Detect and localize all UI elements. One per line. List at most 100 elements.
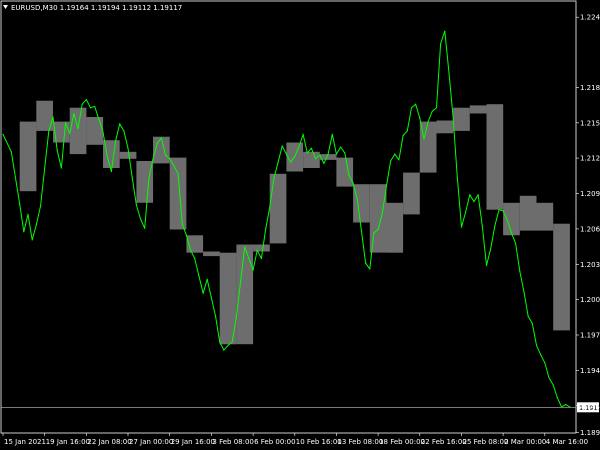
price-point <box>535 344 538 346</box>
price-point <box>94 105 96 108</box>
current-price-label-box <box>577 402 599 413</box>
y-tick-label: 1.21570 <box>580 119 600 127</box>
chart-header: EURUSD,M30 1.19164 1.19194 1.19112 1.191… <box>3 4 182 12</box>
price-series <box>2 30 571 408</box>
price-point <box>110 170 112 173</box>
range-box <box>269 173 287 244</box>
price-point <box>427 121 429 123</box>
y-tick-label: 1.18900 <box>580 429 600 437</box>
x-tick-label: 6 Feb 00:00 <box>254 438 295 446</box>
x-tick-label: 18 Feb 00:00 <box>379 438 425 446</box>
x-tick-label: 25 Feb 08:00 <box>463 438 509 446</box>
price-point <box>385 186 387 188</box>
price-point <box>565 404 567 406</box>
price-point <box>369 268 371 270</box>
price-point <box>81 103 83 105</box>
triangle-down-icon[interactable] <box>3 5 8 9</box>
price-point <box>494 225 496 227</box>
price-point <box>152 158 154 160</box>
price-point <box>352 182 354 184</box>
price-point <box>215 315 217 317</box>
price-point <box>265 228 267 231</box>
price-point <box>377 228 379 231</box>
x-tick-label: 3 Feb 08:00 <box>212 438 253 446</box>
price-point <box>169 158 171 160</box>
price-point <box>440 43 442 45</box>
y-tick-label: 1.19740 <box>580 332 600 340</box>
price-point <box>73 112 75 115</box>
x-tick-label: 22 Feb 16:00 <box>421 438 467 446</box>
price-point <box>2 133 4 135</box>
price-point <box>294 155 296 157</box>
symbol-ohlc-label: EURUSD,M30 1.19164 1.19194 1.19112 1.191… <box>11 4 182 12</box>
price-point <box>35 224 37 226</box>
range-box <box>519 195 537 231</box>
price-point <box>394 153 396 155</box>
price-point <box>102 131 104 133</box>
price-point <box>248 257 250 260</box>
y-tick-label: 1.20350 <box>580 261 600 269</box>
price-point <box>227 344 229 346</box>
x-tick-label: 29 Jan 16:00 <box>171 438 215 446</box>
price-point <box>469 194 471 196</box>
range-box <box>19 121 37 192</box>
price-point <box>390 160 392 162</box>
price-point <box>302 133 304 135</box>
price-point <box>531 322 533 324</box>
price-point <box>515 242 517 244</box>
x-tick-label: 27 Jan 00:00 <box>129 438 173 446</box>
price-point <box>260 257 262 260</box>
price-point <box>402 134 404 137</box>
price-point <box>89 107 92 109</box>
price-point <box>327 153 329 155</box>
price-point <box>31 239 33 241</box>
price-point <box>98 118 100 120</box>
price-point <box>423 138 425 140</box>
price-point <box>131 176 133 178</box>
price-point <box>481 225 483 227</box>
price-point <box>106 155 108 157</box>
price-point <box>156 143 158 145</box>
price-point <box>144 227 146 229</box>
price-point <box>315 158 317 160</box>
price-point <box>277 161 279 163</box>
price-point <box>39 205 42 207</box>
price-point <box>23 231 25 233</box>
price-point <box>360 230 362 232</box>
x-tick-label: 22 Jan 08:00 <box>87 438 131 446</box>
price-point <box>298 146 300 148</box>
price-point <box>306 152 308 154</box>
price-point <box>506 219 508 221</box>
price-point <box>435 107 438 109</box>
y-tick-label: 1.20045 <box>580 296 600 304</box>
price-point <box>544 362 546 364</box>
price-point <box>448 72 450 74</box>
range-box <box>419 121 437 173</box>
range-box <box>103 140 120 168</box>
price-point <box>19 203 21 205</box>
price-point <box>252 269 254 271</box>
x-tick-label: 4 Mar 16:00 <box>546 438 588 446</box>
price-point <box>498 209 500 211</box>
range-box <box>553 223 570 331</box>
price-point <box>185 234 187 236</box>
price-point <box>490 248 492 250</box>
price-point <box>123 130 125 132</box>
price-point <box>206 278 208 280</box>
range-box <box>336 157 354 187</box>
plot-border <box>0 0 577 434</box>
price-point <box>406 130 408 132</box>
price-point <box>231 341 233 343</box>
range-box <box>36 100 53 131</box>
price-point <box>64 122 67 124</box>
price-point <box>173 165 175 167</box>
price-point <box>190 249 192 251</box>
price-point <box>552 384 554 386</box>
price-point <box>256 249 258 251</box>
range-box <box>136 161 154 203</box>
price-point <box>310 147 312 149</box>
price-point <box>477 194 479 196</box>
price-point <box>56 150 58 152</box>
